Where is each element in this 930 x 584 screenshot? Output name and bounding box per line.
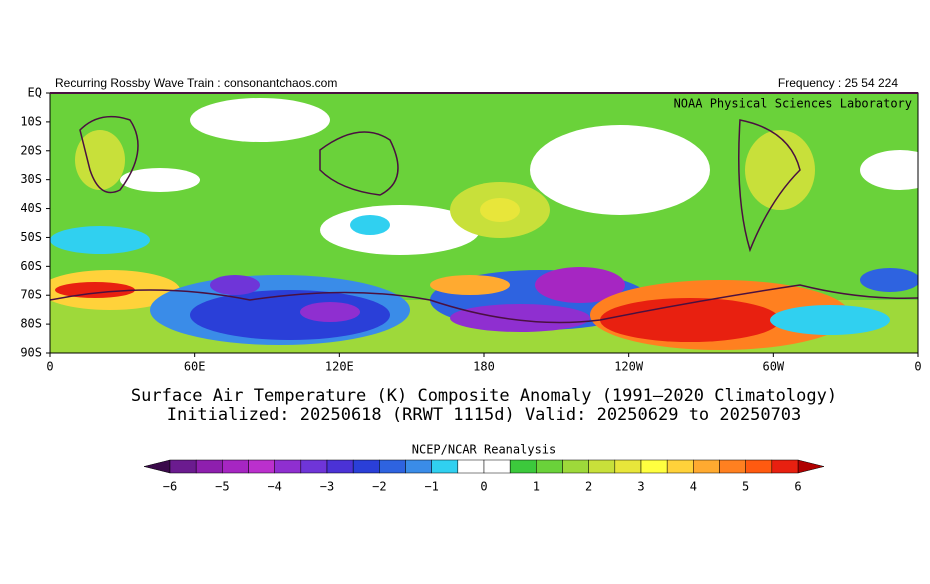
colorbar-label: 2 [585, 480, 592, 494]
lon-label: 120E [325, 360, 354, 374]
colorbar-box [562, 459, 589, 474]
lon-label: 0 [46, 360, 53, 374]
header-right: Frequency : 25 54 224 [778, 76, 898, 90]
colorbar-box [379, 459, 406, 474]
lat-label: 70S [20, 288, 42, 302]
lon-label: 60W [762, 360, 784, 374]
lat-label: 90S [20, 346, 42, 360]
colorbar-box [222, 459, 249, 474]
lat-label: 40S [20, 201, 42, 215]
colorbar-label: −6 [163, 480, 177, 494]
colorbar-label: 6 [794, 480, 801, 494]
colorbar: −6 −5 −4 −3 −2 −1 0 1 2 3 4 5 6 [143, 459, 825, 494]
lon-label: 0 [914, 360, 921, 374]
lon-label: 120W [614, 360, 644, 374]
colorbar-box [536, 459, 563, 474]
colorbar-label: −4 [267, 480, 281, 494]
colorbar-label: 1 [533, 480, 540, 494]
colorbar-box [719, 459, 746, 474]
lat-label: EQ [28, 86, 42, 100]
lat-label: 30S [20, 172, 42, 186]
lab-label: NOAA Physical Sciences Laboratory [674, 97, 912, 111]
colorbar-box [169, 459, 197, 474]
title-line2: Initialized: 20250618 (RRWT 1115d) Valid… [167, 405, 802, 425]
colorbar-box [352, 459, 380, 474]
lat-label: 10S [20, 114, 42, 128]
colorbar-low [143, 459, 171, 474]
title-line1: Surface Air Temperature (K) Composite An… [131, 386, 837, 406]
colorbar-label: −2 [372, 480, 386, 494]
colorbar-source: NCEP/NCAR Reanalysis [412, 443, 557, 457]
colorbar-box [509, 459, 537, 474]
colorbar-label: 5 [742, 480, 749, 494]
colorbar-label: −3 [320, 480, 334, 494]
colorbar-label: 3 [637, 480, 644, 494]
colorbar-label: −1 [424, 480, 438, 494]
colorbar-box [457, 459, 485, 474]
colorbar-box [248, 459, 275, 474]
colorbar-box [195, 459, 223, 474]
colorbar-box [614, 459, 642, 474]
colorbar-box [666, 459, 694, 474]
colorbar-box [588, 459, 616, 474]
colorbar-box [693, 459, 720, 474]
colorbar-box [745, 459, 773, 474]
anomaly-map [50, 93, 918, 353]
colorbar-box [771, 459, 799, 474]
lon-axis: 0 60E 120E 180 120W 60W 0 [46, 353, 922, 374]
lat-label: 50S [20, 230, 42, 244]
colorbar-label: 4 [690, 480, 697, 494]
lon-label: 180 [473, 360, 495, 374]
colorbar-box [326, 459, 354, 474]
lat-axis: EQ 10S 20S 30S 40S 50S 60S 70S 80S 90S [20, 86, 50, 360]
colorbar-label: 0 [480, 480, 487, 494]
lon-label: 60E [184, 360, 206, 374]
colorbar-label: −5 [215, 480, 229, 494]
colorbar-box [431, 459, 459, 474]
colorbar-box [640, 459, 668, 474]
header-left: Recurring Rossby Wave Train : consonantc… [55, 76, 337, 90]
lat-label: 80S [20, 317, 42, 331]
colorbar-box [274, 459, 302, 474]
colorbar-high [797, 459, 825, 474]
colorbar-box [405, 459, 432, 474]
colorbar-box [300, 459, 328, 474]
lat-label: 20S [20, 143, 42, 157]
lat-label: 60S [20, 259, 42, 273]
colorbar-box [483, 459, 511, 474]
